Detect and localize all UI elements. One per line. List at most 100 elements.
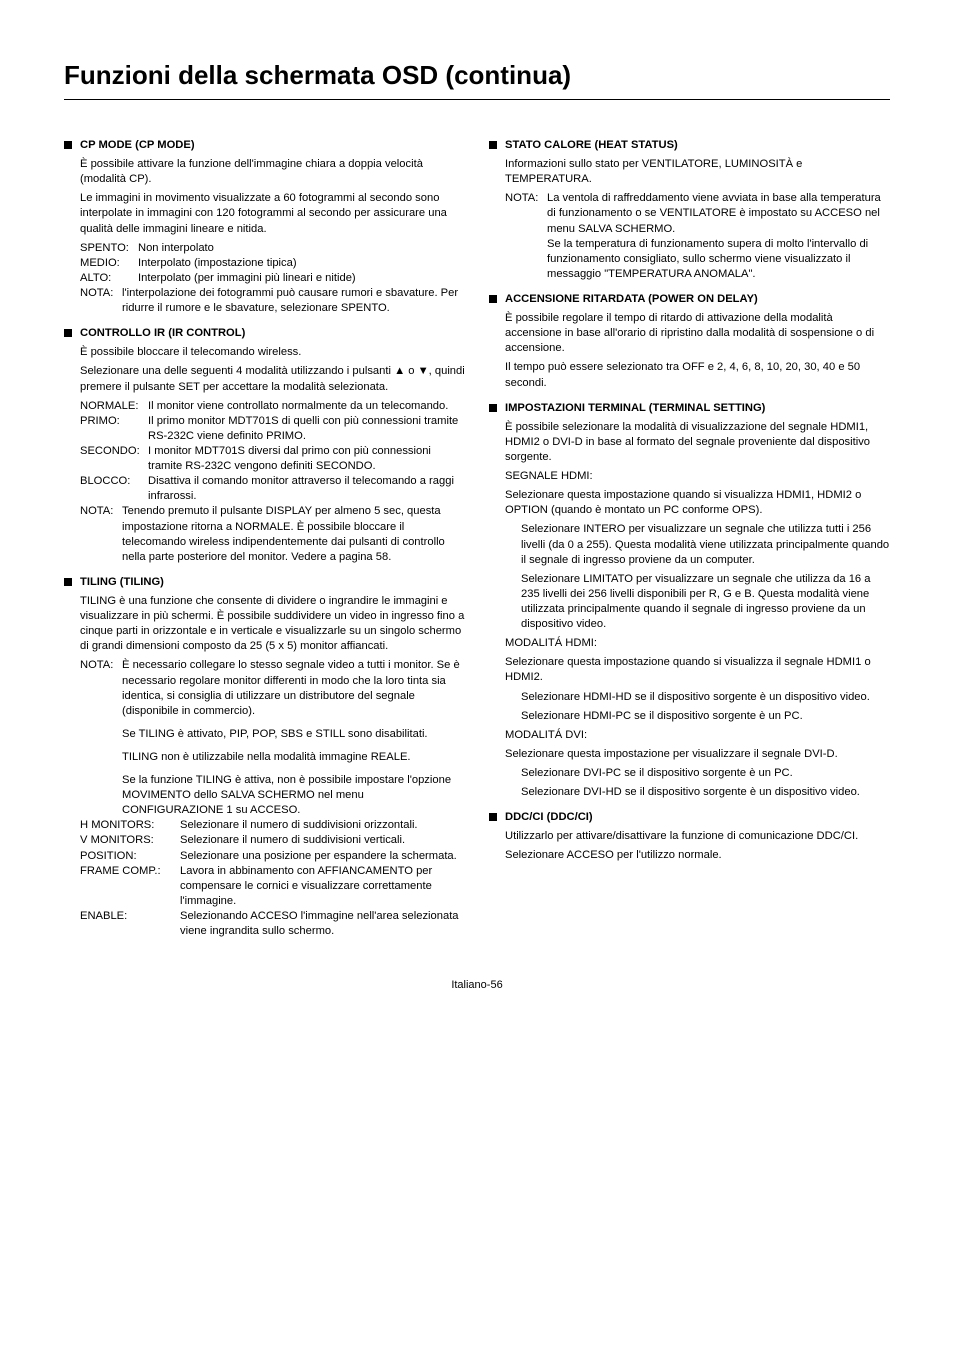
tiling-hmon: H MONITORS: Selezionare il numero di sud…: [80, 818, 465, 833]
term: FRAME COMP.:: [80, 864, 180, 909]
ddc-p1: Utilizzarlo per attivare/disattivare la …: [505, 829, 890, 844]
term: SPENTO:: [80, 241, 138, 256]
cp-mode-head: CP MODE (CP MODE): [64, 138, 465, 153]
delay-head: ACCENSIONE RITARDATA (POWER ON DELAY): [489, 292, 890, 307]
cp-nota: NOTA: l'interpolazione dei fotogrammi pu…: [80, 286, 465, 316]
seg-hdmi-b: Selezionare LIMITATO per visualizzare un…: [521, 572, 890, 632]
ir-head: CONTROLLO IR (IR CONTROL): [64, 326, 465, 341]
bullet-icon: [64, 141, 72, 149]
seg-hdmi-label: SEGNALE HDMI:: [505, 469, 890, 484]
mod-dvi-b: Selezionare DVI-HD se il dispositivo sor…: [521, 785, 890, 800]
mod-dvi-label: MODALITÁ DVI:: [505, 728, 890, 743]
term: BLOCCO:: [80, 474, 148, 504]
def: I monitor MDT701S diversi dal primo con …: [148, 444, 465, 474]
term: NORMALE:: [80, 399, 148, 414]
heat-head: STATO CALORE (HEAT STATUS): [489, 138, 890, 153]
ir-p1: È possibile bloccare il telecomando wire…: [80, 345, 465, 360]
term: PRIMO:: [80, 414, 148, 444]
tiling-p1: TILING è una funzione che consente di di…: [80, 594, 465, 654]
term: POSITION:: [80, 849, 180, 864]
heat-title: STATO CALORE (HEAT STATUS): [505, 138, 678, 153]
def: Se la funzione TILING è attiva, non è po…: [122, 773, 465, 818]
def: La ventola di raffreddamento viene avvia…: [547, 191, 890, 236]
cp-mode-p1: È possibile attivare la funzione dell'im…: [80, 157, 465, 187]
content-columns: CP MODE (CP MODE) È possibile attivare l…: [64, 128, 890, 939]
term: V MONITORS:: [80, 833, 180, 848]
def: Interpolato (impostazione tipica): [138, 256, 465, 271]
ddc-head: DDC/CI (DDC/CI): [489, 810, 890, 825]
cp-alto: ALTO: Interpolato (per immagini più line…: [80, 271, 465, 286]
def: Selezionando ACCESO l'immagine nell'area…: [180, 909, 465, 939]
page-footer: Italiano-56: [64, 979, 890, 991]
term: [80, 773, 122, 818]
term: MEDIO:: [80, 256, 138, 271]
cp-medio: MEDIO: Interpolato (impostazione tipica): [80, 256, 465, 271]
mod-hdmi-p: Selezionare questa impostazione quando s…: [505, 655, 890, 685]
terminal-title: IMPOSTAZIONI TERMINAL (TERMINAL SETTING): [505, 401, 765, 416]
bullet-icon: [64, 578, 72, 586]
term: NOTA:: [80, 658, 122, 718]
tiling-nota2: Se TILING è attivato, PIP, POP, SBS e ST…: [80, 727, 465, 742]
ir-blocco: BLOCCO: Disattiva il comando monitor att…: [80, 474, 465, 504]
terminal-head: IMPOSTAZIONI TERMINAL (TERMINAL SETTING): [489, 401, 890, 416]
term: NOTA:: [80, 504, 122, 564]
term: [505, 237, 547, 282]
def: Selezionare il numero di suddivisioni or…: [180, 818, 465, 833]
ddc-title: DDC/CI (DDC/CI): [505, 810, 593, 825]
page-title: Funzioni della schermata OSD (continua): [64, 60, 890, 91]
mod-hdmi-a: Selezionare HDMI-HD se il dispositivo so…: [521, 690, 890, 705]
tiling-en: ENABLE: Selezionando ACCESO l'immagine n…: [80, 909, 465, 939]
seg-hdmi-p: Selezionare questa impostazione quando s…: [505, 488, 890, 518]
def: Se TILING è attivato, PIP, POP, SBS e ST…: [122, 727, 465, 742]
heat-nota2: Se la temperatura di funzionamento super…: [505, 237, 890, 282]
term: SECONDO:: [80, 444, 148, 474]
cp-spento: SPENTO: Non interpolato: [80, 241, 465, 256]
term: [80, 727, 122, 742]
left-column: CP MODE (CP MODE) È possibile attivare l…: [64, 128, 465, 939]
cp-mode-title: CP MODE (CP MODE): [80, 138, 195, 153]
def: TILING non è utilizzabile nella modalità…: [122, 750, 465, 765]
ir-primo: PRIMO: Il primo monitor MDT701S di quell…: [80, 414, 465, 444]
def: Lavora in abbinamento con AFFIANCAMENTO …: [180, 864, 465, 909]
right-column: STATO CALORE (HEAT STATUS) Informazioni …: [489, 128, 890, 939]
def: Se la temperatura di funzionamento super…: [547, 237, 890, 282]
tiling-fc: FRAME COMP.: Lavora in abbinamento con A…: [80, 864, 465, 909]
delay-title: ACCENSIONE RITARDATA (POWER ON DELAY): [505, 292, 758, 307]
delay-p1: È possibile regolare il tempo di ritardo…: [505, 311, 890, 356]
cp-mode-p2: Le immagini in movimento visualizzate a …: [80, 191, 465, 236]
def: Non interpolato: [138, 241, 465, 256]
term: [80, 750, 122, 765]
tiling-pos: POSITION: Selezionare una posizione per …: [80, 849, 465, 864]
mod-dvi-p: Selezionare questa impostazione per visu…: [505, 747, 890, 762]
tiling-nota4: Se la funzione TILING è attiva, non è po…: [80, 773, 465, 818]
def: Il primo monitor MDT701S di quelli con p…: [148, 414, 465, 444]
def: Interpolato (per immagini più lineari e …: [138, 271, 465, 286]
ir-secondo: SECONDO: I monitor MDT701S diversi dal p…: [80, 444, 465, 474]
term: NOTA:: [505, 191, 547, 236]
ir-p2: Selezionare una delle seguenti 4 modalit…: [80, 364, 465, 394]
bullet-icon: [489, 295, 497, 303]
tiling-vmon: V MONITORS: Selezionare il numero di sud…: [80, 833, 465, 848]
bullet-icon: [489, 404, 497, 412]
ir-title: CONTROLLO IR (IR CONTROL): [80, 326, 245, 341]
delay-p2: Il tempo può essere selezionato tra OFF …: [505, 360, 890, 390]
def: Tenendo premuto il pulsante DISPLAY per …: [122, 504, 465, 564]
mod-dvi-a: Selezionare DVI-PC se il dispositivo sor…: [521, 766, 890, 781]
bullet-icon: [489, 141, 497, 149]
def: l'interpolazione dei fotogrammi può caus…: [122, 286, 465, 316]
term: ENABLE:: [80, 909, 180, 939]
def: Il monitor viene controllato normalmente…: [148, 399, 465, 414]
def: Selezionare il numero di suddivisioni ve…: [180, 833, 465, 848]
term: ALTO:: [80, 271, 138, 286]
tiling-nota: NOTA: È necessario collegare lo stesso s…: [80, 658, 465, 718]
term: NOTA:: [80, 286, 122, 316]
tiling-title: TILING (TILING): [80, 575, 164, 590]
tiling-head: TILING (TILING): [64, 575, 465, 590]
seg-hdmi-a: Selezionare INTERO per visualizzare un s…: [521, 522, 890, 567]
heat-nota1: NOTA: La ventola di raffreddamento viene…: [505, 191, 890, 236]
ddc-p2: Selezionare ACCESO per l'utilizzo normal…: [505, 848, 890, 863]
def: È necessario collegare lo stesso segnale…: [122, 658, 465, 718]
ir-nota: NOTA: Tenendo premuto il pulsante DISPLA…: [80, 504, 465, 564]
def: Selezionare una posizione per espandere …: [180, 849, 465, 864]
bullet-icon: [64, 329, 72, 337]
